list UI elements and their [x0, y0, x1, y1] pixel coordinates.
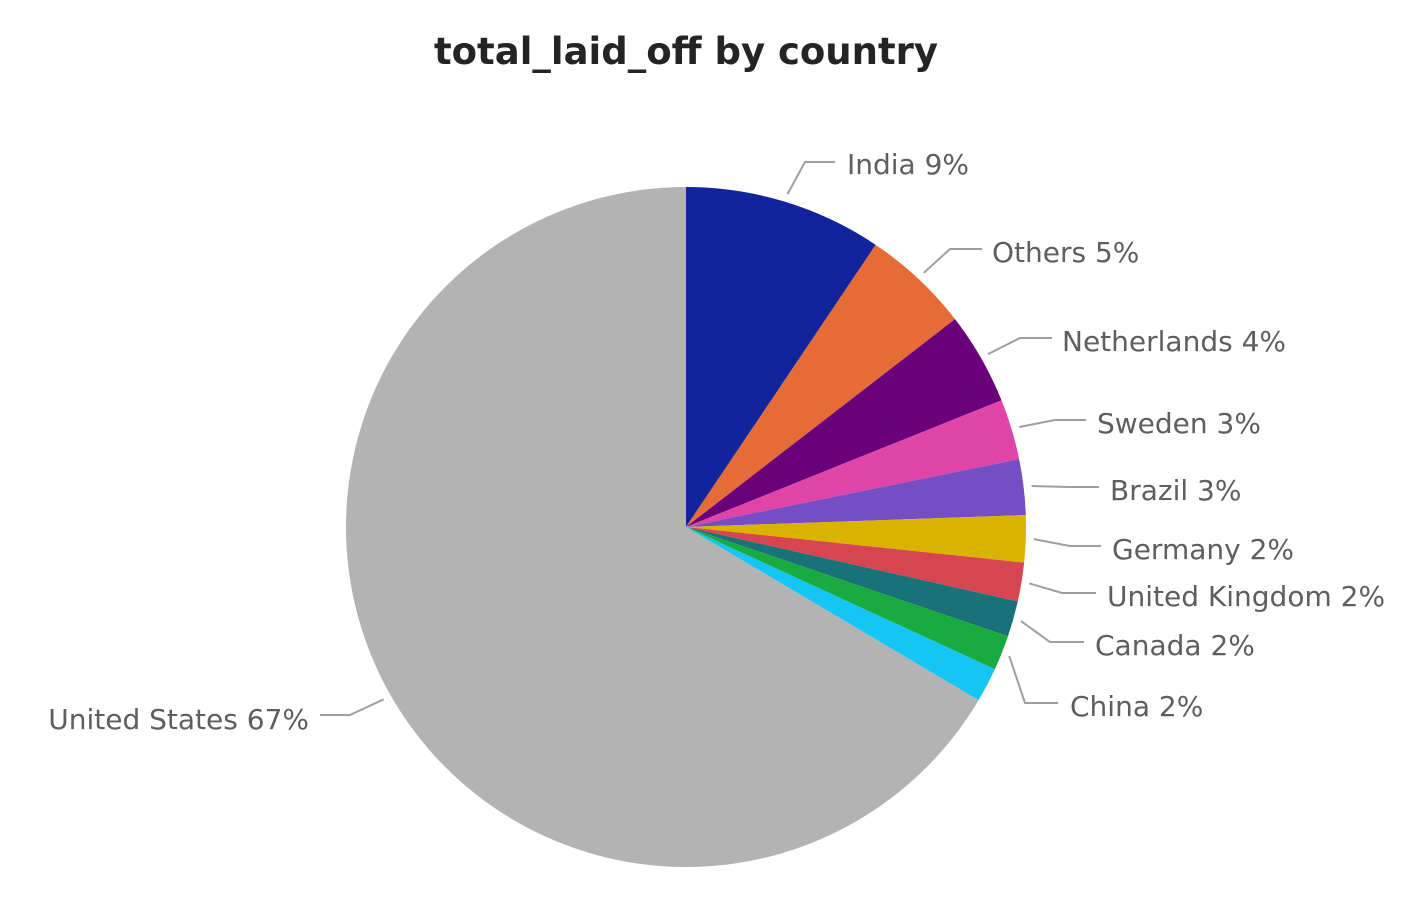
- leader-line-india: [786, 161, 835, 195]
- pie-slice-others[interactable]: [686, 244, 956, 527]
- pie-slice-united-kingdom[interactable]: [686, 527, 1025, 602]
- slice-label-germany: Germany 2%: [1112, 533, 1294, 566]
- slice-label-netherlands: Netherlands 4%: [1062, 325, 1286, 358]
- pie-slice-canada[interactable]: [686, 527, 1018, 637]
- slice-label-china: China 2%: [1070, 690, 1203, 723]
- leader-line-netherlands: [987, 337, 1052, 355]
- slice-label-canada: Canada 2%: [1095, 629, 1255, 662]
- slice-label-sweden: Sweden 3%: [1097, 407, 1261, 440]
- pie-slice-germany[interactable]: [686, 515, 1027, 563]
- leader-line-brazil: [1031, 485, 1099, 488]
- slice-label-others: Others 5%: [992, 236, 1139, 269]
- slice-label-united-states: United States 67%: [48, 703, 309, 736]
- slice-label-united-kingdom: United Kingdom 2%: [1107, 580, 1385, 613]
- pie-slice-india[interactable]: [686, 187, 876, 527]
- slice-label-india: India 9%: [847, 148, 969, 181]
- leader-line-others: [923, 248, 982, 274]
- chart-title: total_laid_off by country: [434, 30, 938, 73]
- leader-line-united-kingdom: [1029, 582, 1096, 594]
- leader-line-sweden: [1019, 419, 1086, 428]
- pie-slices: [345, 187, 1027, 867]
- leader-line-united-states: [320, 698, 385, 716]
- pie-slice-china[interactable]: [686, 527, 1008, 670]
- slice-labels: India 9% Others 5% Netherlands 4% Sweden 3%…: [48, 148, 1385, 736]
- leader-line-germany: [1033, 538, 1101, 547]
- pie-slice-netherlands[interactable]: [686, 319, 1002, 527]
- leader-lines: [320, 161, 1101, 716]
- leader-line-canada: [1020, 620, 1084, 643]
- pie-slice-brazil[interactable]: [686, 459, 1026, 527]
- pie-slice-sweden[interactable]: [686, 400, 1020, 527]
- pie-slice-unlabeled-9[interactable]: [686, 527, 995, 701]
- pie-slice-united-states[interactable]: [345, 187, 979, 867]
- leader-line-china: [1008, 655, 1058, 704]
- slice-label-brazil: Brazil 3%: [1110, 474, 1241, 507]
